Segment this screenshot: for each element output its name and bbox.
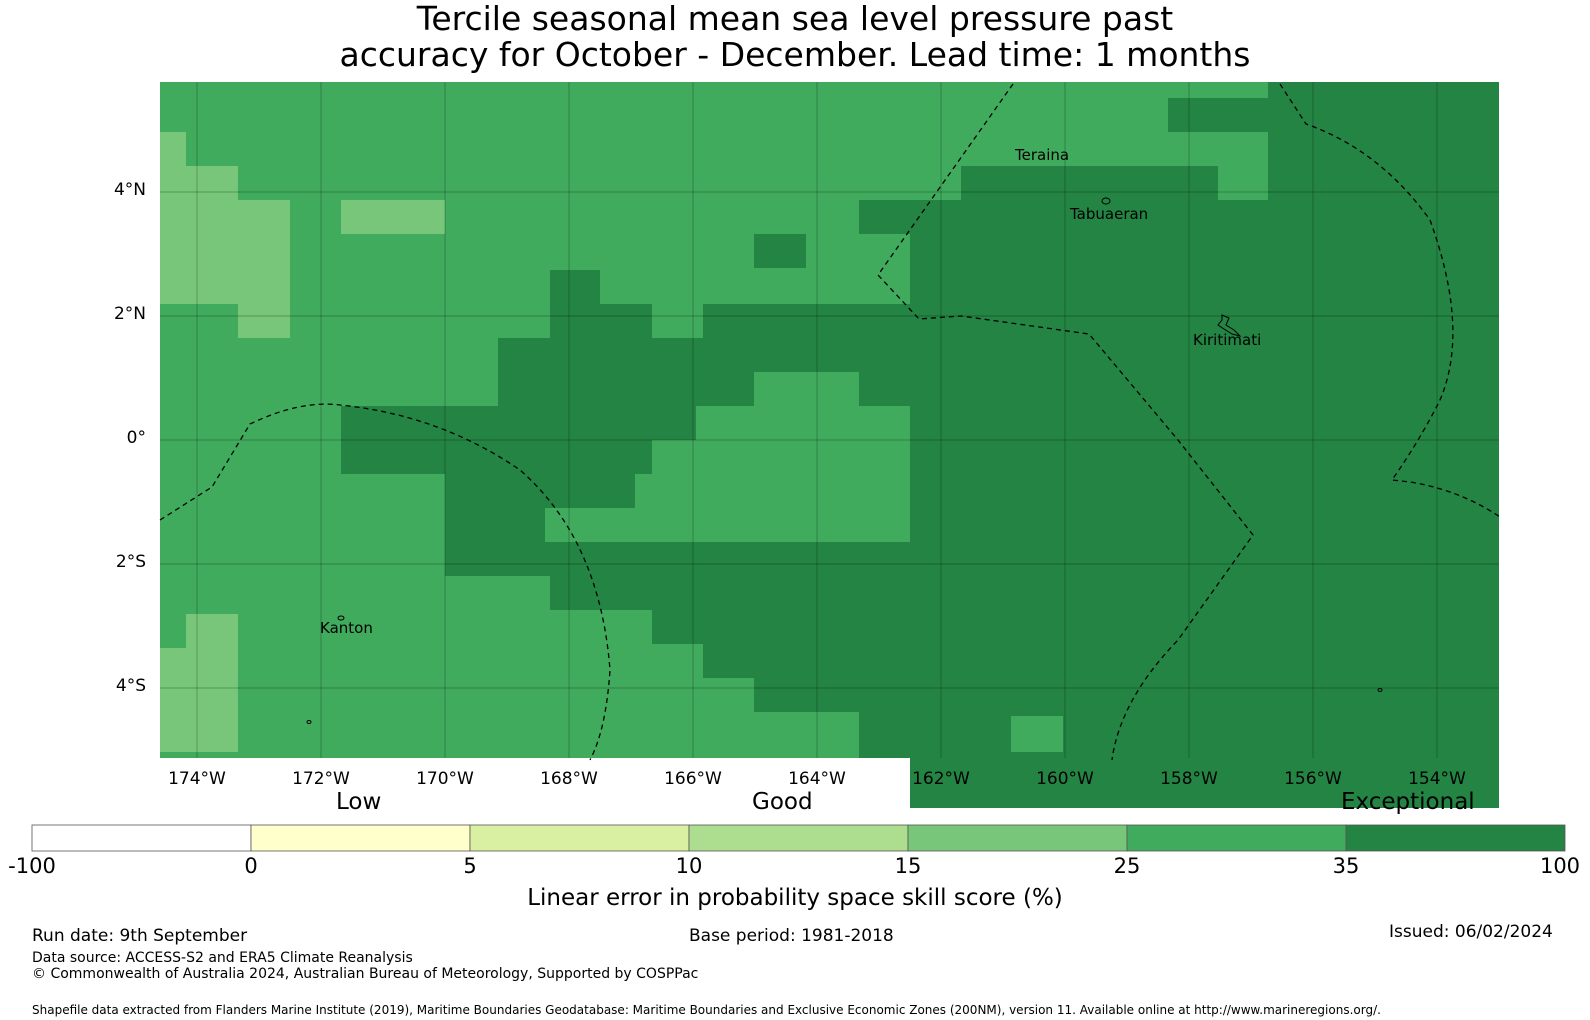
skill-cell-dark — [859, 372, 923, 406]
colorbar-tick-35: 35 — [1332, 854, 1360, 878]
skill-grid — [160, 82, 1499, 808]
island-outlines — [306, 197, 1383, 724]
lon-label-166w: 166°W — [664, 769, 722, 789]
lon-label-154w: 154°W — [1408, 769, 1466, 789]
place-label-teraina: Teraina — [1015, 146, 1070, 164]
skill-cell-dark — [498, 372, 754, 406]
skill-cell-dark — [859, 712, 1011, 758]
island-small-2 — [1377, 688, 1383, 692]
place-label-tabuaeran: Tabuaeran — [1070, 205, 1149, 223]
skill-cell-dark — [550, 270, 600, 304]
colorbar-tick-10: 10 — [675, 854, 703, 878]
lat-label-2s: 2°S — [115, 552, 146, 572]
island-kanton — [337, 615, 345, 621]
copyright-notice: © Commonwealth of Australia 2024, Austra… — [32, 966, 699, 982]
colorbar-segment — [250, 824, 471, 852]
skill-cell-dark — [341, 406, 696, 474]
colorbar-segment — [469, 824, 690, 852]
colorbar-segment — [31, 824, 252, 852]
lat-label-4n: 4°N — [113, 180, 146, 200]
skill-cell-dark — [859, 200, 911, 234]
lon-label-156w: 156°W — [1284, 769, 1342, 789]
lon-label-160w: 160°W — [1036, 769, 1094, 789]
skill-cell-light — [160, 132, 186, 166]
base-period: Base period: 1981-2018 — [689, 926, 894, 946]
colorbar-category-exceptional: Exceptional — [1341, 789, 1475, 815]
lon-label-164w: 164°W — [788, 769, 846, 789]
eez-boundary-line-islands — [877, 83, 1254, 761]
issued-date: Issued: 06/02/2024 — [1389, 922, 1553, 942]
colorbar-tick-15: 15 — [894, 854, 922, 878]
lat-label-4s: 4°S — [115, 676, 146, 696]
colorbar-segment — [1345, 824, 1566, 852]
place-label-kiritimati: Kiritimati — [1193, 331, 1262, 349]
skill-cell-dark — [1168, 98, 1268, 132]
island-kiritimati — [1217, 314, 1242, 337]
lon-label-168w: 168°W — [540, 769, 598, 789]
skill-cell-light — [341, 200, 445, 234]
lat-label-0: 0° — [126, 428, 146, 448]
lon-label-172w: 172°W — [292, 769, 350, 789]
colorbar-tick-100: 100 — [1539, 854, 1581, 878]
eez-boundary-kanton — [159, 403, 611, 761]
skill-cell-dark — [703, 304, 923, 338]
skill-cell-dark — [910, 200, 1268, 234]
skill-cell-dark — [1062, 712, 1499, 758]
colorbar-segment — [1126, 824, 1347, 852]
skill-cell-light — [160, 648, 186, 752]
skill-cell-mid — [652, 440, 909, 474]
data-source: Data source: ACCESS-S2 and ERA5 Climate … — [32, 950, 413, 966]
lon-label-174w: 174°W — [168, 769, 226, 789]
map-title-line-1: Tercile seasonal mean sea level pressure… — [416, 0, 1174, 38]
skill-cell-dark — [445, 508, 545, 542]
skill-cell-dark — [754, 678, 923, 712]
map-title-line-2: accuracy for October - December. Lead ti… — [339, 35, 1251, 74]
run-date: Run date: 9th September — [32, 926, 248, 946]
eez-boundaries — [159, 83, 1501, 761]
skill-cell-mid — [703, 406, 909, 440]
skill-cell-dark — [754, 234, 806, 268]
eez-boundary-east — [1279, 83, 1501, 518]
lat-label-2n: 2°N — [113, 304, 146, 324]
colorbar-tick-0: 0 — [244, 854, 258, 878]
colorbar-tick-25: 25 — [1113, 854, 1141, 878]
skill-cell-dark — [652, 610, 923, 644]
place-label-kanton: Kanton — [320, 619, 373, 637]
skill-cell-dark — [445, 474, 635, 508]
skill-cell-dark — [498, 338, 923, 372]
colorbar — [31, 824, 1566, 852]
skill-cell-dark — [445, 542, 923, 576]
graticule — [160, 82, 1499, 758]
colorbar-category-good: Good — [752, 789, 813, 815]
colorbar-segment — [688, 824, 909, 852]
colorbar-title: Linear error in probability space skill … — [527, 885, 1063, 911]
colorbar-category-low: Low — [336, 789, 382, 815]
skill-cell-light — [238, 200, 290, 338]
island-small-1 — [306, 720, 312, 724]
skill-cell-dark — [550, 576, 923, 610]
lon-label-162w: 162°W — [912, 769, 970, 789]
colorbar-tick-5: 5 — [463, 854, 477, 878]
shapefile-credit: Shapefile data extracted from Flanders M… — [32, 1003, 1381, 1017]
skill-cell-dark — [550, 304, 652, 338]
colorbar-segment — [907, 824, 1128, 852]
lon-label-158w: 158°W — [1160, 769, 1218, 789]
lon-label-170w: 170°W — [416, 769, 474, 789]
skill-cell-mid — [754, 372, 858, 406]
skill-cell-light — [160, 166, 238, 304]
skill-cell-dark — [703, 644, 923, 678]
colorbar-tick-minus-100: -100 — [8, 854, 56, 878]
island-tabuaeran — [1101, 197, 1111, 205]
skill-cell-light — [186, 614, 238, 752]
skill-cell-mid — [703, 474, 807, 508]
skill-cell-mid — [1011, 716, 1063, 752]
skill-cell-dark — [961, 166, 1218, 200]
